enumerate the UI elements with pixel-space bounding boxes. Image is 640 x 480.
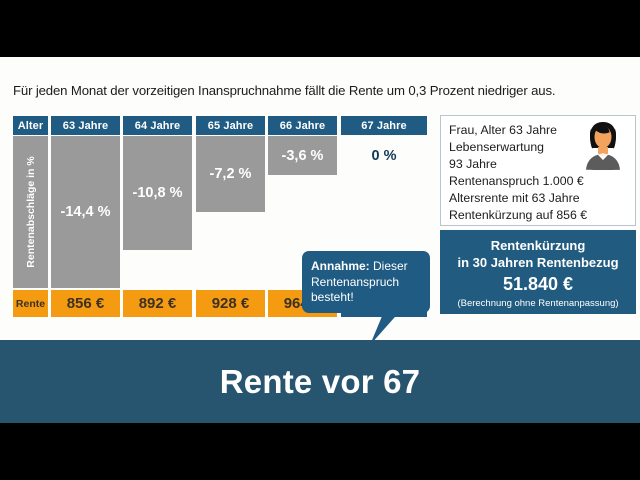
person-info-box: Frau, Alter 63 Jahre Lebenserwartung 93 …: [440, 115, 636, 226]
person-info-text: Frau, Alter 63 Jahre Lebenserwartung 93 …: [449, 122, 594, 223]
letterbox-top: [0, 0, 640, 57]
side-panel: Frau, Alter 63 Jahre Lebenserwartung 93 …: [437, 57, 640, 423]
header-cell-63: 63 Jahre: [51, 116, 120, 135]
woman-avatar-icon: [586, 122, 620, 170]
page-title: Für jeden Monat der vorzeitigen Inanspru…: [13, 83, 556, 98]
bar-64: -10,8 %: [123, 136, 192, 250]
summary-note: (Berechnung ohne Rentenanpassung): [457, 298, 619, 309]
rente-row-label: Rente: [13, 290, 48, 317]
summary-value: 51.840 €: [502, 274, 574, 294]
axis-label-text: Rentenabschläge in %: [24, 156, 37, 268]
bar-63: -14,4 %: [51, 136, 120, 288]
bar-66: -3,6 %: [268, 136, 337, 175]
axis-label-block: Rentenabschläge in %: [13, 136, 48, 288]
header-cell-65: 65 Jahre: [196, 116, 265, 135]
rente-cell-65: 928 €: [196, 290, 265, 317]
summary-box: Rentenkürzung in 30 Jahren Rentenbezug 5…: [440, 230, 636, 314]
callout-bold: Annahme:: [311, 259, 370, 273]
info-line-5: Altersrente mit 63 Jahre: [449, 190, 580, 205]
info-line-1: Frau, Alter 63 Jahre: [449, 123, 557, 137]
letterbox-bottom: [0, 423, 640, 480]
header-cell-66: 66 Jahre: [268, 116, 337, 135]
summary-line-2: in 30 Jahren Rentenbezug: [457, 255, 619, 270]
title-banner: Rente vor 67: [0, 340, 640, 423]
callout-bubble: Annahme: Dieser Rentenanspruch besteht!: [302, 251, 430, 313]
slide-content: Für jeden Monat der vorzeitigen Inanspru…: [0, 57, 640, 423]
bar-67: 0 %: [371, 147, 397, 164]
banner-title: Rente vor 67: [219, 362, 421, 400]
info-line-3: 93 Jahre: [449, 156, 497, 171]
info-line-4: Rentenanspruch 1.000 €: [449, 173, 584, 188]
summary-line-1: Rentenkürzung: [490, 238, 586, 253]
info-line-6: Rentenkürzung auf 856 €: [449, 207, 588, 222]
pension-bar-chart: Alter 63 Jahre 64 Jahre 65 Jahre 66 Jahr…: [0, 57, 437, 423]
header-cell-alter: Alter: [13, 116, 48, 135]
info-line-2: Lebenserwartung: [449, 139, 545, 154]
header-cell-64: 64 Jahre: [123, 116, 192, 135]
rente-cell-63: 856 €: [51, 290, 120, 317]
rente-cell-64: 892 €: [123, 290, 192, 317]
header-cell-67: 67 Jahre: [341, 116, 427, 135]
callout-rest: Dieser Rentenanspruch besteht!: [311, 259, 408, 304]
bar-65: -7,2 %: [196, 136, 265, 212]
